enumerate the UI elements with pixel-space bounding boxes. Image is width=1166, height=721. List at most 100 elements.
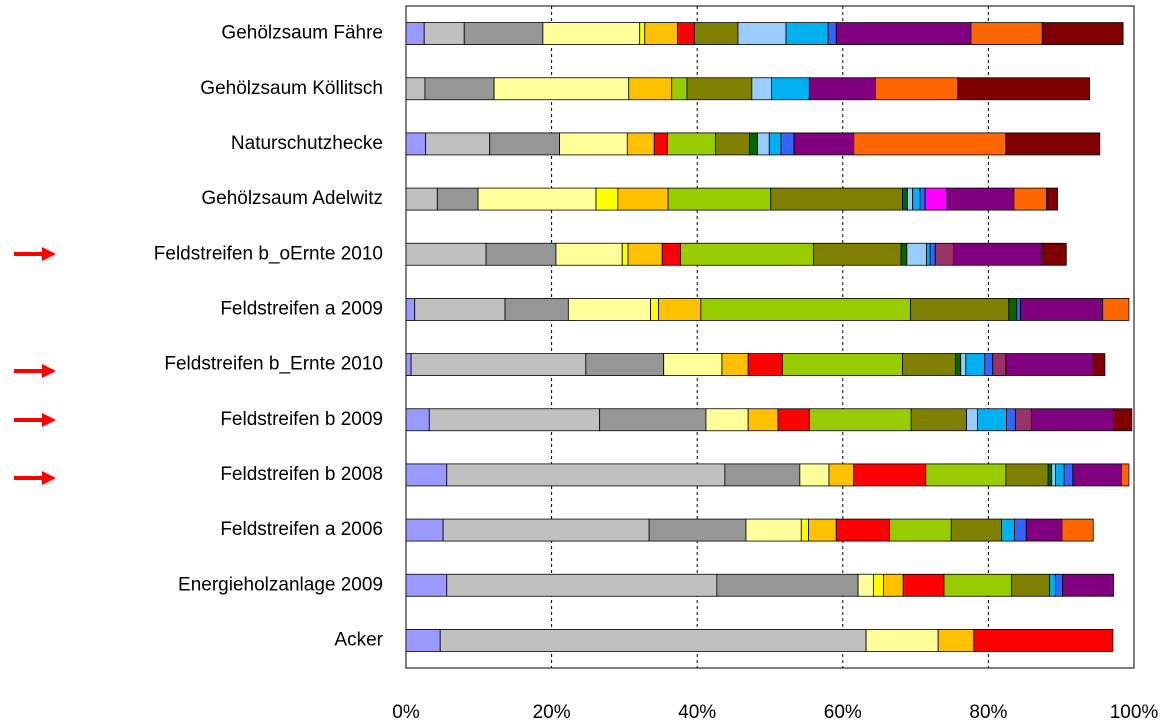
bar-segment bbox=[1061, 518, 1094, 542]
bar-segment bbox=[621, 242, 629, 266]
bar-segment bbox=[599, 408, 707, 432]
bar-segment bbox=[925, 463, 1007, 487]
bar-segment bbox=[1005, 132, 1101, 156]
bar-segment bbox=[1005, 463, 1049, 487]
bar-segment bbox=[661, 242, 681, 266]
bar-segment bbox=[650, 298, 660, 321]
bar-segment bbox=[716, 573, 859, 597]
bar-segment bbox=[423, 22, 465, 45]
bar-segment bbox=[1014, 408, 1032, 432]
bar-segment bbox=[1030, 408, 1115, 432]
bar-segment bbox=[926, 242, 931, 266]
bar-segment bbox=[405, 132, 427, 156]
bar-segment bbox=[853, 132, 1007, 156]
bar-segment bbox=[1013, 187, 1048, 211]
bar-segment bbox=[888, 518, 952, 542]
x-tick-label: 40% bbox=[678, 702, 716, 721]
bar-segment bbox=[1062, 573, 1115, 597]
arrow-head bbox=[42, 471, 56, 485]
bar-segment bbox=[405, 353, 412, 376]
bar-segment bbox=[902, 353, 957, 376]
bar-segment bbox=[1051, 463, 1056, 487]
bar-segment bbox=[943, 573, 1013, 597]
y-tick-label: Feldstreifen a 2009 bbox=[220, 298, 383, 319]
bar-segment bbox=[1121, 463, 1130, 487]
bar-segment bbox=[405, 573, 448, 597]
y-tick-label: Gehölzsaum Fähre bbox=[221, 23, 383, 44]
plot-frame bbox=[405, 5, 1135, 669]
bar-segment bbox=[405, 463, 448, 487]
bar-segment bbox=[405, 408, 430, 432]
bar-segment bbox=[965, 353, 986, 376]
bar-segment bbox=[953, 242, 1043, 266]
bar-segment bbox=[644, 22, 678, 45]
bar-segment bbox=[405, 518, 444, 542]
bar-segment bbox=[436, 187, 479, 211]
bar-segment bbox=[757, 132, 770, 156]
bar-segment bbox=[555, 242, 623, 266]
y-tick-label: Feldstreifen b_oErnte 2010 bbox=[154, 243, 383, 264]
y-tick-label: Feldstreifen a 2006 bbox=[220, 519, 383, 540]
bar-segment bbox=[405, 77, 426, 101]
bar-segment bbox=[835, 22, 972, 45]
bar-segment bbox=[1005, 353, 1094, 376]
bar-segment bbox=[442, 518, 650, 542]
bar-segment bbox=[653, 132, 668, 156]
bar-segment bbox=[666, 132, 716, 156]
bar-segment bbox=[1113, 408, 1133, 432]
bar-segment bbox=[424, 77, 495, 101]
bar-segment bbox=[973, 629, 1114, 652]
bar-segment bbox=[737, 22, 787, 45]
bar-segment bbox=[808, 518, 837, 542]
y-tick-label: Gehölzsaum Adelwitz bbox=[201, 188, 383, 209]
bar-segment bbox=[793, 132, 855, 156]
bar-segment bbox=[900, 242, 908, 266]
bar-segment bbox=[872, 573, 884, 597]
bar-segment bbox=[966, 408, 978, 432]
bar-segment bbox=[705, 408, 749, 432]
bar-segment bbox=[721, 353, 749, 376]
x-tick-label: 0% bbox=[392, 702, 420, 721]
bar-segment bbox=[446, 573, 718, 597]
bar-segment bbox=[1014, 518, 1027, 542]
bar-segment bbox=[626, 132, 655, 156]
bar-segment bbox=[700, 298, 911, 321]
bar-segment bbox=[929, 242, 936, 266]
bar-segment bbox=[828, 463, 855, 487]
bar-segment bbox=[1008, 298, 1018, 321]
bar-segment bbox=[883, 573, 904, 597]
bar-segment bbox=[960, 353, 967, 376]
bar-segment bbox=[865, 629, 939, 652]
bar-segment bbox=[1025, 518, 1063, 542]
bar-segment bbox=[439, 629, 867, 652]
bar-segment bbox=[663, 353, 723, 376]
bar-segment bbox=[667, 187, 772, 211]
bar-segment bbox=[800, 518, 809, 542]
bar-segment bbox=[405, 629, 441, 652]
bar-segment bbox=[777, 408, 810, 432]
bar-segment bbox=[1020, 298, 1104, 321]
bar-segment bbox=[1006, 408, 1016, 432]
bar-segment bbox=[1011, 573, 1050, 597]
bar-segment bbox=[857, 573, 874, 597]
bar-segment bbox=[686, 77, 753, 101]
bar-segment bbox=[937, 629, 975, 652]
bar-segment bbox=[992, 353, 1007, 376]
bar-segment bbox=[414, 298, 506, 321]
arrow-head bbox=[42, 413, 56, 427]
bar-segment bbox=[567, 298, 652, 321]
y-tick-label: Energieholzanlage 2009 bbox=[178, 574, 383, 595]
bar-segment bbox=[477, 187, 597, 211]
bar-segment bbox=[627, 242, 663, 266]
bar-segment bbox=[955, 353, 962, 376]
bar-segment bbox=[1054, 463, 1065, 487]
bar-segment bbox=[1054, 573, 1064, 597]
x-tick-label: 60% bbox=[824, 702, 862, 721]
bar-segment bbox=[425, 132, 491, 156]
bar-segment bbox=[715, 132, 751, 156]
bar-segment bbox=[485, 242, 557, 266]
bar-segment bbox=[906, 242, 927, 266]
bar-segment bbox=[745, 518, 802, 542]
bar-segment bbox=[1041, 22, 1124, 45]
bar-segment bbox=[780, 132, 795, 156]
